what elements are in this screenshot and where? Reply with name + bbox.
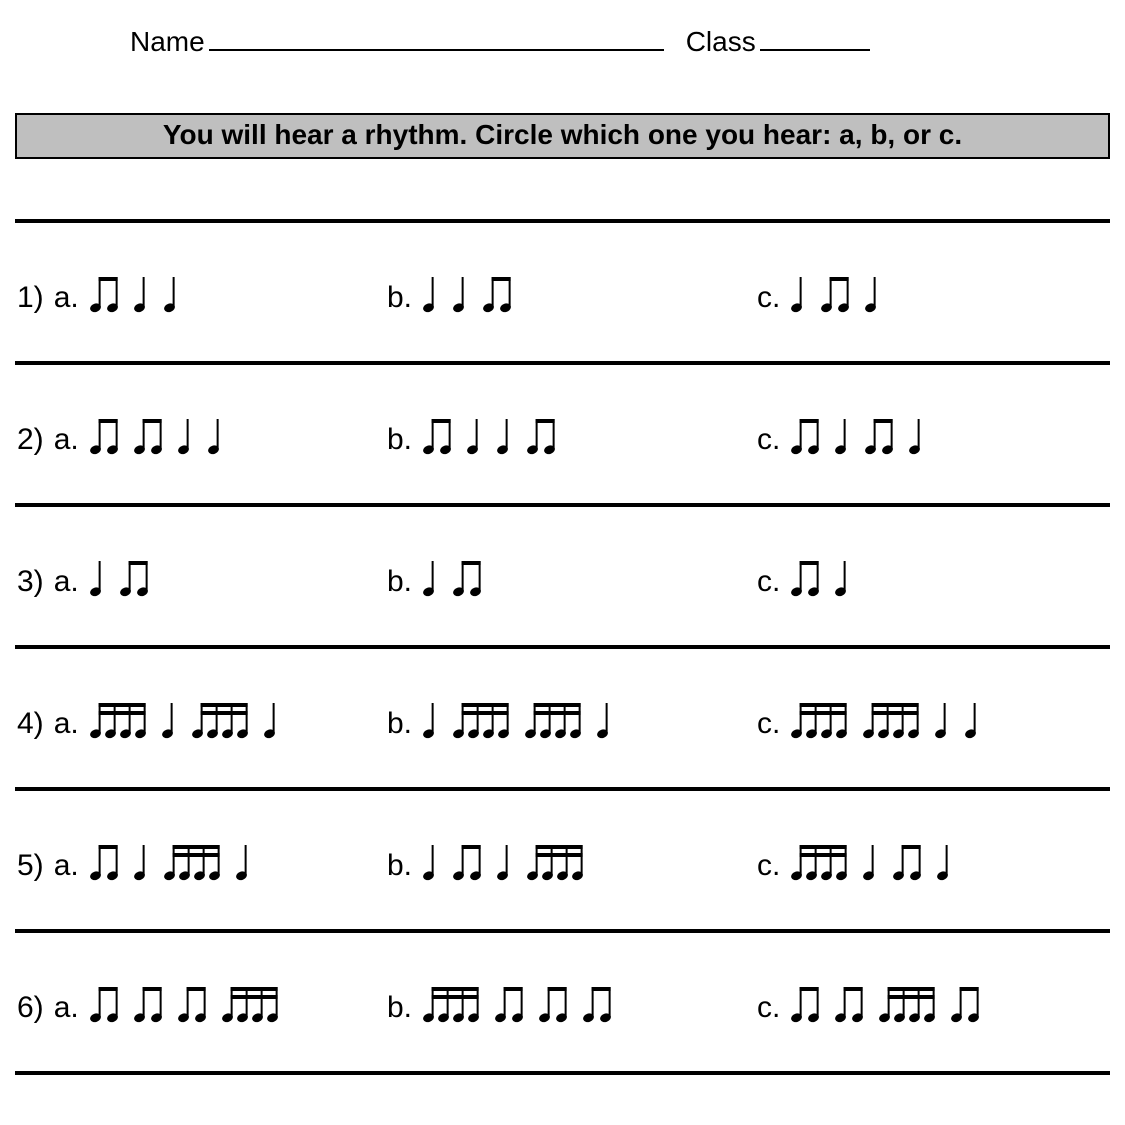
instruction-text: You will hear a rhythm. Circle which one… [163, 119, 962, 150]
rhythm-glyphs [89, 701, 279, 739]
rhythm-glyphs [790, 843, 952, 881]
option-a[interactable]: 4) a. [17, 695, 387, 741]
option-a[interactable]: 3) a. [17, 553, 387, 599]
rhythm-glyphs [422, 843, 584, 881]
option-c[interactable]: c. [757, 269, 1108, 315]
option-label: b. [387, 281, 412, 315]
name-label: Name [130, 26, 205, 58]
option-a[interactable]: 1) a. [17, 269, 387, 315]
option-c[interactable]: c. [757, 979, 1108, 1025]
option-label: b. [387, 849, 412, 883]
rhythm-glyphs [790, 559, 850, 597]
option-label: b. [387, 991, 412, 1025]
option-c[interactable]: c. [757, 837, 1108, 883]
option-label: a. [54, 423, 79, 457]
rhythm-glyphs [422, 417, 556, 455]
question-number: 2) [17, 423, 44, 457]
option-label: b. [387, 565, 412, 599]
option-label: c. [757, 423, 780, 457]
option-c[interactable]: c. [757, 553, 1108, 599]
question-row: 1) a. b. c. [15, 223, 1110, 361]
option-a[interactable]: 5) a. [17, 837, 387, 883]
option-a[interactable]: 6) a. [17, 979, 387, 1025]
option-b[interactable]: b. [387, 837, 757, 883]
option-b[interactable]: b. [387, 411, 757, 457]
option-label: c. [757, 849, 780, 883]
option-a[interactable]: 2) a. [17, 411, 387, 457]
option-label: c. [757, 565, 780, 599]
name-blank[interactable] [209, 20, 664, 51]
question-number: 6) [17, 991, 44, 1025]
question-row: 3) a. b. c. [15, 507, 1110, 645]
class-blank[interactable] [760, 20, 870, 51]
question-row: 4) a. b. c. [15, 649, 1110, 787]
rhythm-glyphs [422, 985, 612, 1023]
option-label: c. [757, 991, 780, 1025]
question-row: 6) a. b. c. [15, 933, 1110, 1071]
option-b[interactable]: b. [387, 553, 757, 599]
option-b[interactable]: b. [387, 979, 757, 1025]
option-label: c. [757, 707, 780, 741]
option-label: b. [387, 423, 412, 457]
question-number: 5) [17, 849, 44, 883]
rhythm-glyphs [89, 559, 149, 597]
question-number: 3) [17, 565, 44, 599]
rhythm-glyphs [89, 985, 279, 1023]
option-c[interactable]: c. [757, 411, 1108, 457]
option-label: a. [54, 281, 79, 315]
option-b[interactable]: b. [387, 269, 757, 315]
worksheet-page: Name Class You will hear a rhythm. Circl… [0, 0, 1125, 1125]
rhythm-glyphs [89, 417, 223, 455]
rhythm-glyphs [422, 701, 612, 739]
option-label: a. [54, 849, 79, 883]
header-fields: Name Class [15, 20, 1110, 58]
rhythm-glyphs [89, 275, 179, 313]
question-row: 5) a. b. c. [15, 791, 1110, 929]
rhythm-glyphs [790, 417, 924, 455]
option-label: c. [757, 281, 780, 315]
option-c[interactable]: c. [757, 695, 1108, 741]
instruction-bar: You will hear a rhythm. Circle which one… [15, 113, 1110, 159]
rhythm-glyphs [422, 559, 482, 597]
rhythm-glyphs [790, 275, 880, 313]
rhythm-glyphs [422, 275, 512, 313]
rule [15, 1071, 1110, 1075]
option-label: b. [387, 707, 412, 741]
option-label: a. [54, 707, 79, 741]
question-row: 2) a. b. c. [15, 365, 1110, 503]
option-label: a. [54, 991, 79, 1025]
option-label: a. [54, 565, 79, 599]
questions-container: 1) a. b. c. 2) a. b. c. 3) a. b. c. 4) a. b. c. 5) a. b. c.… [15, 219, 1110, 1075]
class-label: Class [686, 26, 756, 58]
question-number: 4) [17, 707, 44, 741]
rhythm-glyphs [790, 985, 980, 1023]
question-number: 1) [17, 281, 44, 315]
option-b[interactable]: b. [387, 695, 757, 741]
rhythm-glyphs [790, 701, 980, 739]
rhythm-glyphs [89, 843, 251, 881]
